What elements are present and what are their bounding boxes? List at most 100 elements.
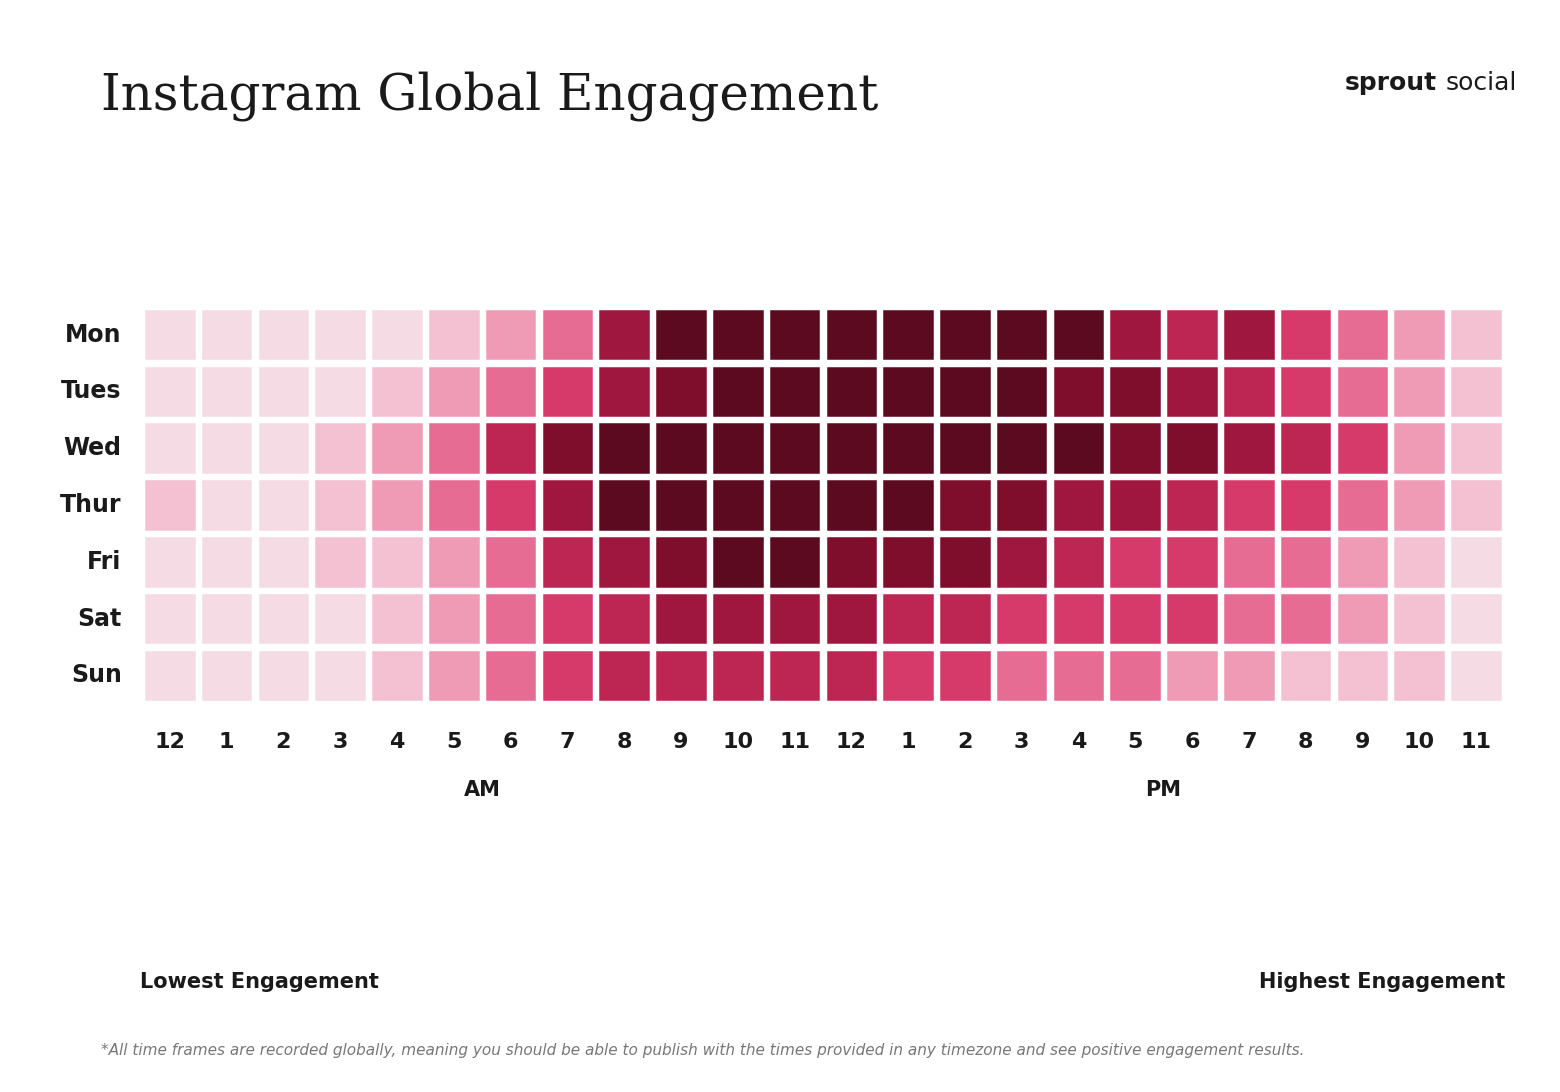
Bar [597,592,651,645]
Text: 4: 4 [390,732,404,751]
Bar [257,308,310,361]
Text: 9: 9 [1354,732,1370,751]
Bar [881,649,934,702]
Bar [768,422,821,475]
Bar [768,365,821,418]
Bar [144,649,197,702]
Bar [995,422,1048,475]
Bar [1051,649,1104,702]
Text: 5: 5 [1128,732,1143,751]
Bar [1051,422,1104,475]
Bar [711,365,764,418]
Bar [484,535,537,589]
Bar [825,649,878,702]
Bar [314,422,367,475]
Bar [200,592,253,645]
Bar [541,422,594,475]
Bar [1393,422,1446,475]
Bar [1165,365,1218,418]
Bar [1449,592,1502,645]
Bar [768,649,821,702]
Text: 1: 1 [218,732,234,751]
Bar [370,649,424,702]
Bar [711,592,764,645]
Bar [597,535,651,589]
Bar [541,592,594,645]
Bar [1393,592,1446,645]
Bar [881,535,934,589]
Bar [257,592,310,645]
Bar [1279,478,1332,532]
Text: Tues: Tues [61,380,122,403]
Bar [995,535,1048,589]
Bar [1279,308,1332,361]
Bar [938,535,992,589]
Bar [484,365,537,418]
Bar [1279,649,1332,702]
Text: 6: 6 [1184,732,1200,751]
Bar [654,365,708,418]
Bar [768,535,821,589]
Bar [200,422,253,475]
Bar [1051,478,1104,532]
Bar [995,365,1048,418]
Text: 1: 1 [900,732,916,751]
Bar [1393,535,1446,589]
Bar [938,592,992,645]
Bar [257,478,310,532]
Bar [881,422,934,475]
Bar [1109,365,1162,418]
Text: Instagram Global Engagement: Instagram Global Engagement [101,71,878,121]
Text: 7: 7 [560,732,576,751]
Bar [711,422,764,475]
Bar [654,649,708,702]
Bar [1335,478,1388,532]
Bar [1221,649,1276,702]
Text: Sat: Sat [78,607,122,630]
Bar [1449,535,1502,589]
Bar [541,365,594,418]
Bar [995,478,1048,532]
Text: social: social [1446,71,1518,95]
Bar [1221,592,1276,645]
Bar [200,308,253,361]
Bar [938,649,992,702]
Bar [881,308,934,361]
Bar [711,478,764,532]
Bar [1165,422,1218,475]
Text: 5: 5 [446,732,462,751]
Bar [938,308,992,361]
Bar [144,592,197,645]
Bar [825,365,878,418]
Bar [144,422,197,475]
Bar [144,535,197,589]
Bar [1051,308,1104,361]
Text: 4: 4 [1070,732,1086,751]
Bar [881,592,934,645]
Text: 3: 3 [332,732,348,751]
Text: 3: 3 [1014,732,1030,751]
Bar [1051,535,1104,589]
Text: sprout: sprout [1345,71,1437,95]
Bar [484,649,537,702]
Bar [370,478,424,532]
Bar [1449,365,1502,418]
Bar [200,478,253,532]
Text: Fri: Fri [87,550,122,573]
Bar [541,478,594,532]
Bar [257,649,310,702]
Bar [1109,649,1162,702]
Bar [654,308,708,361]
Bar [597,478,651,532]
Bar [144,308,197,361]
Bar [1335,422,1388,475]
Bar [541,308,594,361]
Bar [1109,535,1162,589]
Text: PM: PM [1145,780,1181,799]
Text: 8: 8 [616,732,632,751]
Bar [257,365,310,418]
Bar [768,478,821,532]
Text: 10: 10 [722,732,753,751]
Bar [825,478,878,532]
Bar [1165,592,1218,645]
